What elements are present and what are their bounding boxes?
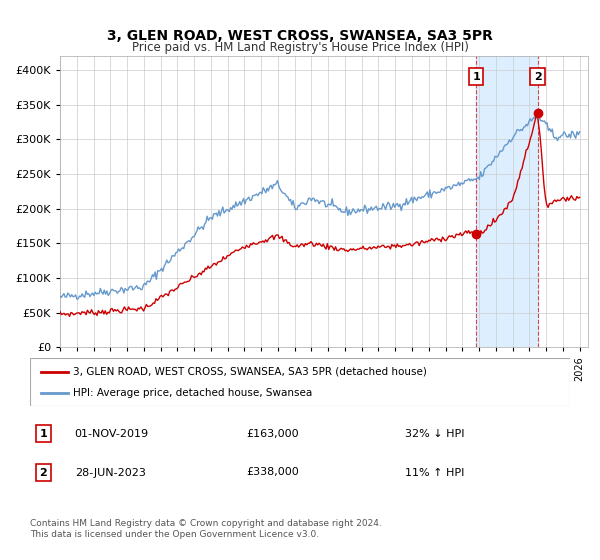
Text: 01-NOV-2019: 01-NOV-2019 — [74, 428, 148, 438]
Text: 3, GLEN ROAD, WEST CROSS, SWANSEA, SA3 5PR: 3, GLEN ROAD, WEST CROSS, SWANSEA, SA3 5… — [107, 29, 493, 44]
Text: 1: 1 — [40, 428, 47, 438]
Text: £338,000: £338,000 — [247, 468, 299, 478]
Text: 2: 2 — [533, 72, 541, 82]
Text: 2: 2 — [40, 468, 47, 478]
Text: 3, GLEN ROAD, WEST CROSS, SWANSEA, SA3 5PR (detached house): 3, GLEN ROAD, WEST CROSS, SWANSEA, SA3 5… — [73, 367, 427, 377]
Text: 1: 1 — [472, 72, 480, 82]
Text: 28-JUN-2023: 28-JUN-2023 — [76, 468, 146, 478]
Text: 32% ↓ HPI: 32% ↓ HPI — [405, 428, 465, 438]
Bar — [476, 56, 538, 347]
Text: Price paid vs. HM Land Registry's House Price Index (HPI): Price paid vs. HM Land Registry's House … — [131, 41, 469, 54]
Text: HPI: Average price, detached house, Swansea: HPI: Average price, detached house, Swan… — [73, 388, 313, 398]
Text: Contains HM Land Registry data © Crown copyright and database right 2024.: Contains HM Land Registry data © Crown c… — [30, 519, 382, 528]
Text: This data is licensed under the Open Government Licence v3.0.: This data is licensed under the Open Gov… — [30, 530, 319, 539]
FancyBboxPatch shape — [30, 358, 570, 406]
Text: £163,000: £163,000 — [247, 428, 299, 438]
Text: 11% ↑ HPI: 11% ↑ HPI — [406, 468, 464, 478]
